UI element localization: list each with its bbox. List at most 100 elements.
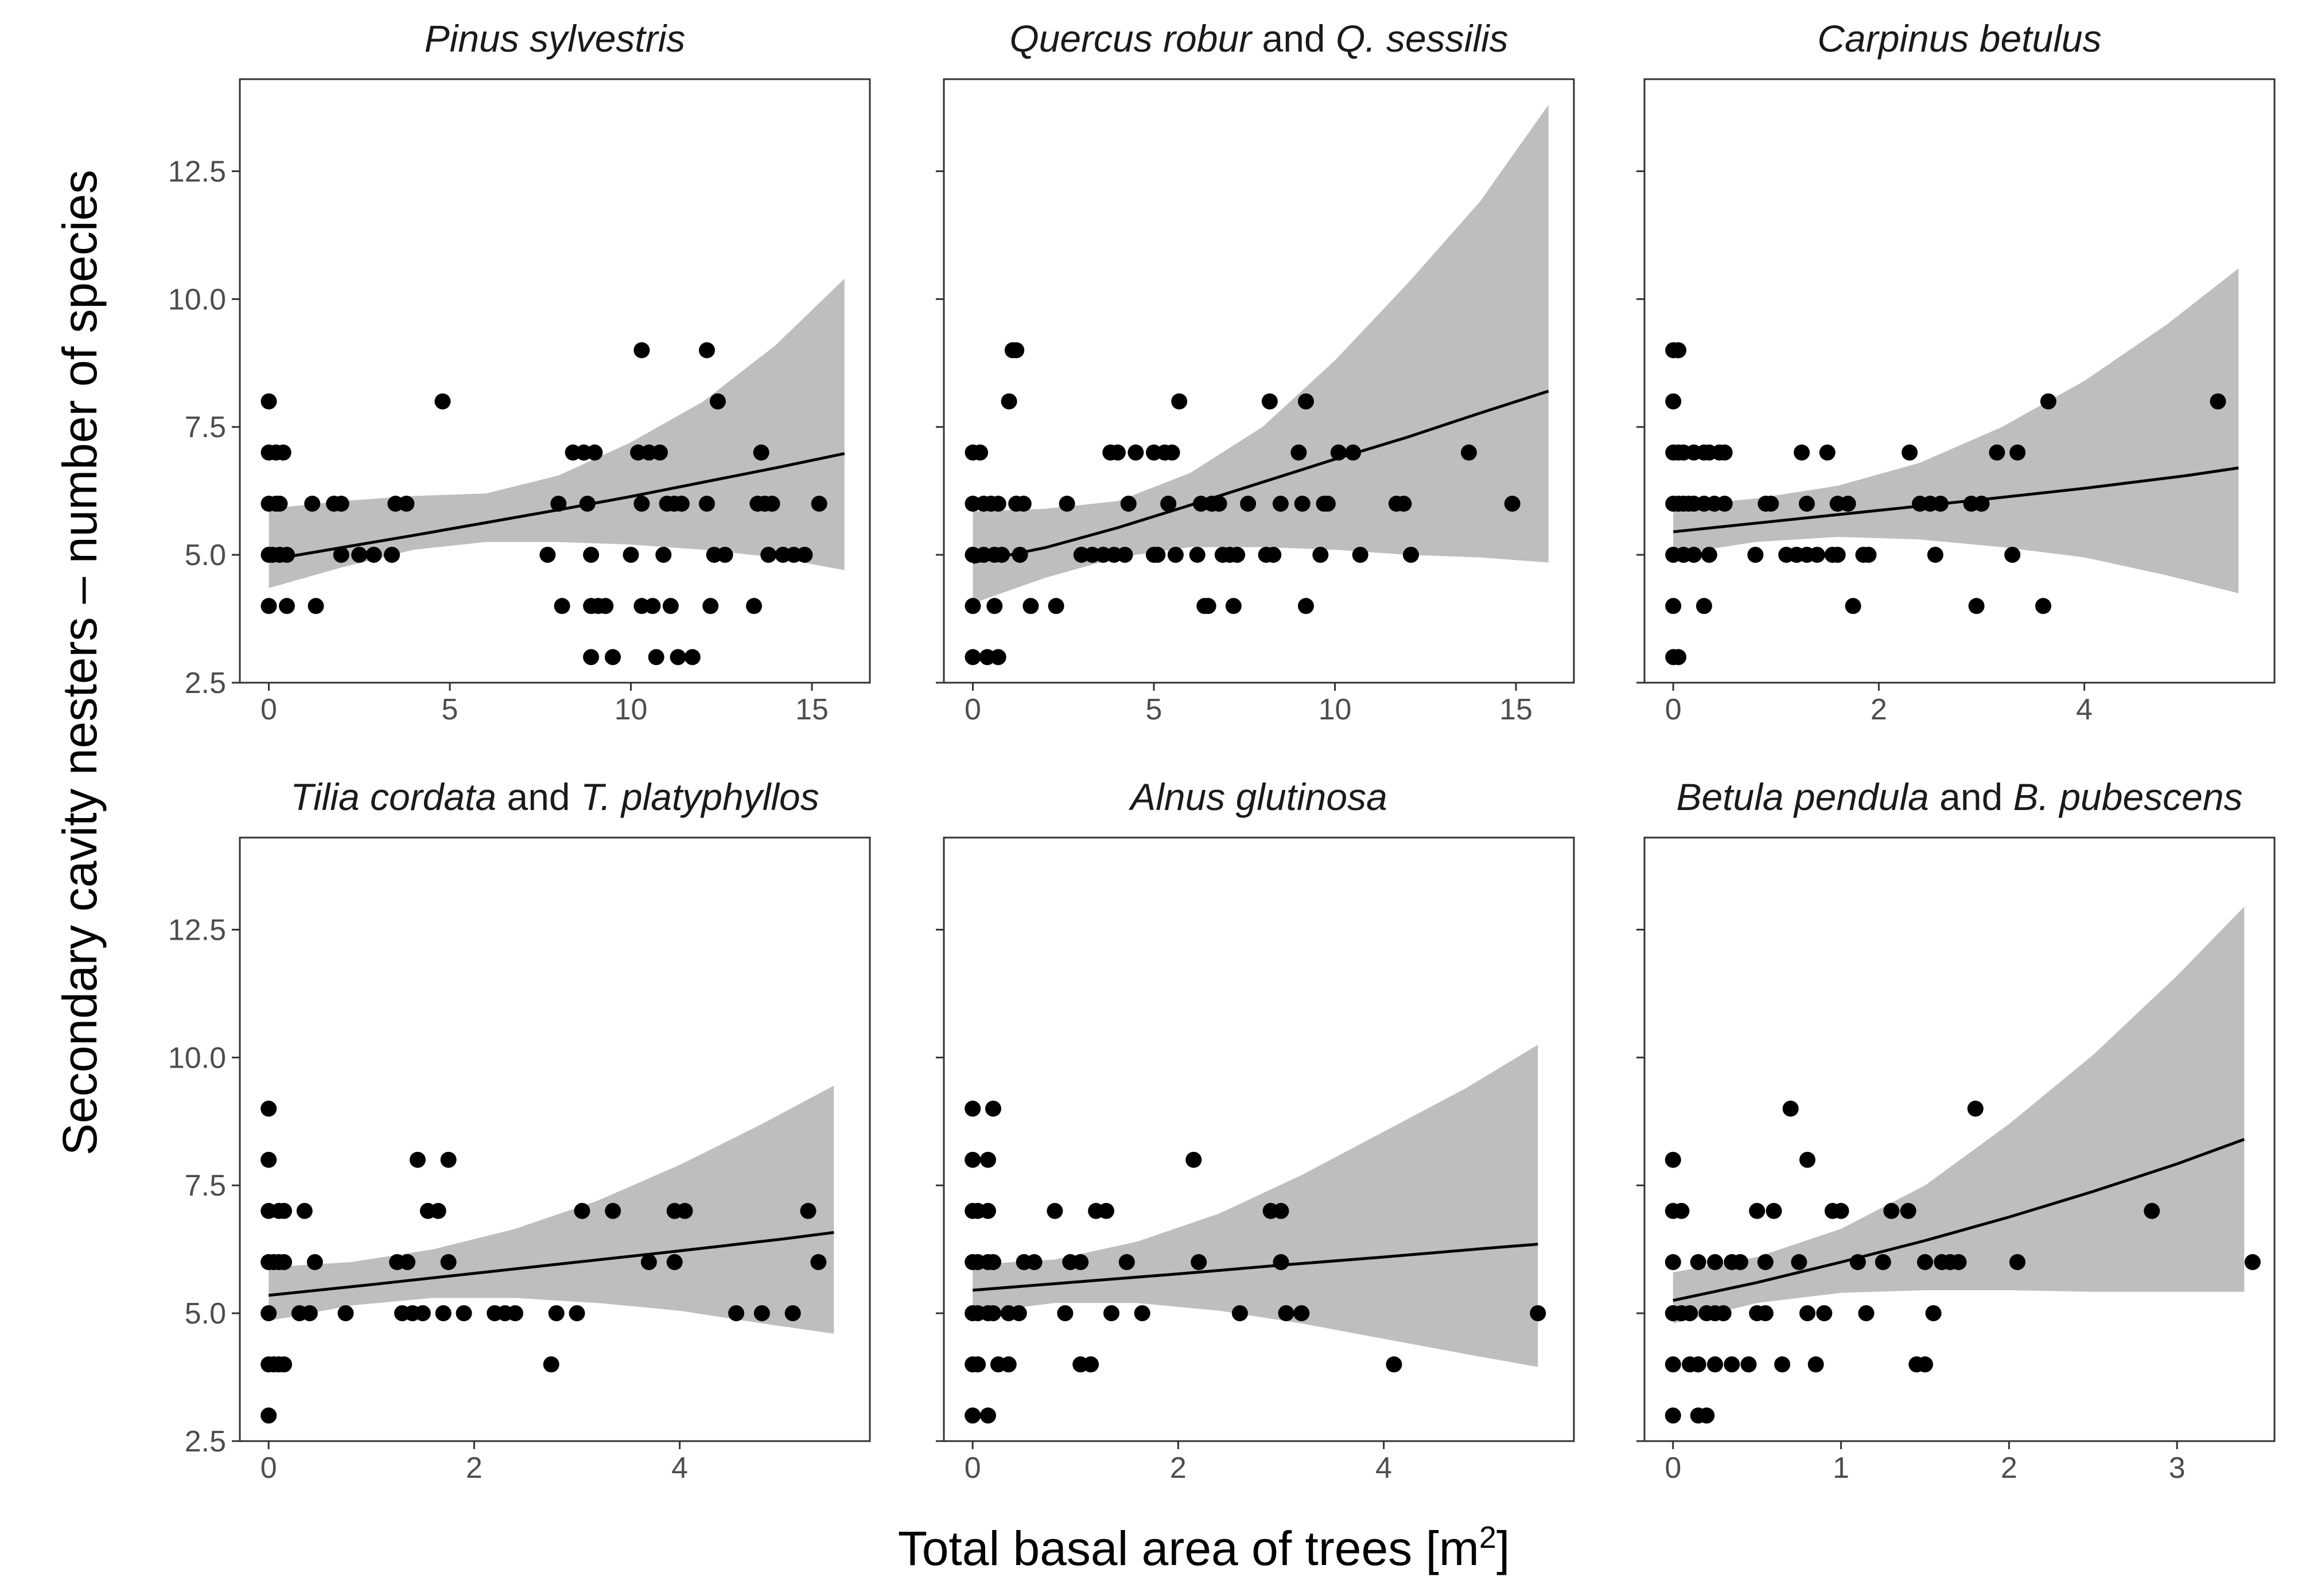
data-point: [1665, 598, 1682, 614]
panel-title-segment: and: [1251, 17, 1336, 60]
data-point: [574, 1202, 590, 1219]
data-point: [1047, 1202, 1063, 1219]
x-tick-label: 15: [795, 693, 829, 726]
x-tick-label: 0: [1665, 693, 1682, 726]
data-point: [554, 598, 570, 614]
data-point: [2009, 444, 2026, 461]
data-point: [1809, 547, 1825, 563]
x-tick-label: 15: [1499, 693, 1533, 726]
data-point: [990, 649, 1006, 665]
data-point: [1791, 1254, 1807, 1270]
data-point: [1716, 496, 1733, 512]
x-tick-label: 0: [1665, 1451, 1681, 1485]
data-point: [633, 342, 650, 359]
panel-3: 0 2 4 Carpinus betulus: [1636, 17, 2276, 726]
data-point: [1724, 1356, 1740, 1373]
data-point: [1120, 496, 1137, 512]
data-point: [1707, 1356, 1723, 1373]
data-point: [1225, 598, 1242, 614]
data-point: [1883, 1202, 1900, 1219]
data-point: [1665, 393, 1682, 410]
data-point: [1059, 496, 1075, 512]
data-point: [1840, 496, 1856, 512]
data-point: [1816, 1305, 1833, 1322]
data-point: [2040, 393, 2056, 410]
panel-title-segment: Pinus sylvestris: [425, 17, 686, 60]
data-point: [1747, 547, 1764, 563]
data-point: [965, 1151, 981, 1168]
data-point: [986, 598, 1003, 614]
data-point: [1698, 1407, 1715, 1424]
data-point: [2004, 547, 2021, 563]
y-tick-label: 5.0: [185, 1297, 226, 1330]
x-tick-label: 1: [1833, 1451, 1849, 1485]
data-point: [1707, 1254, 1723, 1270]
data-point: [1319, 496, 1336, 512]
data-point: [1149, 547, 1166, 563]
data-point: [1665, 1407, 1681, 1424]
data-point: [456, 1305, 472, 1322]
data-point: [1265, 547, 1282, 563]
panel-frame: [1643, 78, 2276, 684]
data-point: [1763, 496, 1779, 512]
data-point: [811, 496, 827, 512]
data-point: [1189, 547, 1206, 563]
data-point: [304, 496, 321, 512]
data-point: [296, 1202, 313, 1219]
data-point: [985, 1100, 1001, 1117]
data-point: [507, 1305, 523, 1322]
points-group: [1665, 1100, 2261, 1424]
data-point: [684, 649, 701, 665]
data-point: [1504, 496, 1521, 512]
data-point: [430, 1202, 446, 1219]
x-axis-title: Total basal area of trees [m2]: [898, 1520, 1510, 1575]
data-point: [1799, 496, 1815, 512]
data-point: [699, 342, 715, 359]
data-point: [1022, 598, 1039, 614]
x-tick-label: 4: [671, 1451, 688, 1485]
data-point: [1670, 649, 1687, 665]
data-point: [1740, 1356, 1757, 1373]
panel-5: 0 2 4 Alnus glutinosa: [936, 776, 1575, 1485]
data-point: [673, 496, 690, 512]
data-point: [965, 1100, 981, 1117]
data-point: [810, 1254, 827, 1270]
data-point: [337, 1305, 354, 1322]
data-point: [1160, 496, 1177, 512]
data-point: [784, 1305, 801, 1322]
data-point: [384, 547, 400, 563]
data-point: [1917, 1356, 1933, 1373]
data-point: [1715, 1305, 1732, 1322]
data-point: [1185, 1151, 1202, 1168]
data-point: [1686, 547, 1702, 563]
data-point: [1134, 1305, 1150, 1322]
data-point: [1799, 1151, 1815, 1168]
data-point: [1191, 1254, 1207, 1270]
data-point: [583, 649, 600, 665]
x-tick-label: 0: [965, 693, 981, 726]
data-point: [1927, 547, 1943, 563]
data-point: [1766, 1202, 1782, 1219]
data-point: [1211, 496, 1227, 512]
data-point: [1386, 1356, 1402, 1373]
data-point: [1799, 1305, 1815, 1322]
data-point: [670, 649, 686, 665]
data-point: [1273, 1254, 1289, 1270]
data-point: [1015, 496, 1032, 512]
data-point: [1261, 393, 1278, 410]
data-point: [965, 598, 981, 614]
data-point: [2035, 598, 2051, 614]
x-tick-label: 10: [1319, 693, 1352, 726]
confidence-band: [269, 278, 845, 589]
panel-title: Carpinus betulus: [1817, 17, 2101, 60]
panel-title-segment: Carpinus betulus: [1817, 17, 2101, 60]
x-tick-label: 2: [1170, 1451, 1187, 1485]
data-point: [800, 1202, 816, 1219]
data-point: [260, 1100, 277, 1117]
data-point: [409, 1151, 426, 1168]
data-point: [728, 1305, 745, 1322]
data-point: [276, 1356, 292, 1373]
data-point: [644, 598, 661, 614]
data-point: [301, 1305, 318, 1322]
data-point: [1807, 1356, 1824, 1373]
